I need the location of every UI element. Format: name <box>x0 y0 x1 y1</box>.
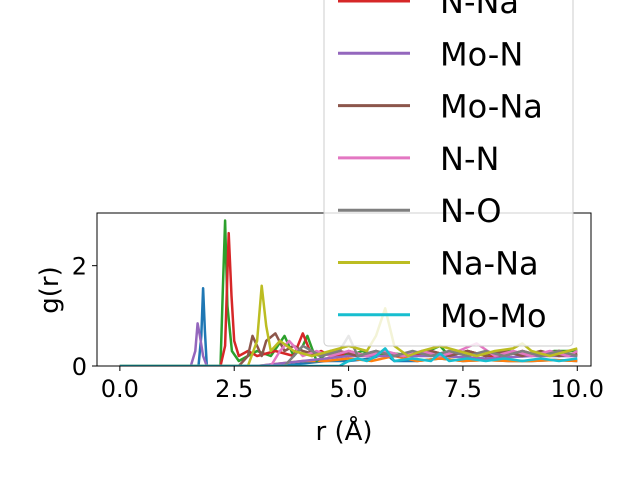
y-tick-label: 2 <box>72 253 87 281</box>
x-tick-label: 7.5 <box>444 375 482 403</box>
y-axis-label: g(r) <box>35 266 65 313</box>
legend-frame <box>323 0 574 347</box>
series-line-4 <box>119 322 578 366</box>
x-tick-label: 5.0 <box>329 375 367 403</box>
legend-label: Mo-Na <box>440 88 543 126</box>
series-line-5 <box>119 332 578 366</box>
series-line-9 <box>119 347 578 366</box>
x-axis-label: r (Å) <box>315 415 372 447</box>
axes: 0.0 2.5 5.0 7.5 10.0 0 2 <box>72 212 604 403</box>
x-tick-label: 10.0 <box>551 375 604 403</box>
x-tick-label: 0.0 <box>101 375 139 403</box>
legend: N-Na Mo-N Mo-Na N-N N-O Na-Na Mo-Mo <box>323 0 574 347</box>
legend-label: Mo-Mo <box>440 297 547 335</box>
legend-label: Na-Na <box>440 245 539 283</box>
series-line-6 <box>119 339 578 366</box>
y-tick-label: 0 <box>72 353 87 381</box>
legend-label: N-N <box>440 140 499 178</box>
legend-label: N-Na <box>440 0 519 21</box>
legend-label: N-O <box>440 192 502 230</box>
legend-label: Mo-N <box>440 35 523 73</box>
x-tick-label: 2.5 <box>215 375 253 403</box>
